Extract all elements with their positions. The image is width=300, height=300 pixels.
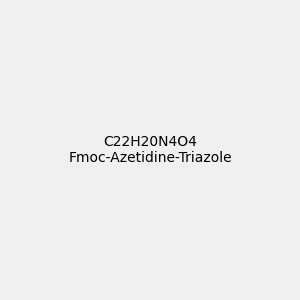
Text: C22H20N4O4
Fmoc-Azetidine-Triazole: C22H20N4O4 Fmoc-Azetidine-Triazole (68, 135, 232, 165)
